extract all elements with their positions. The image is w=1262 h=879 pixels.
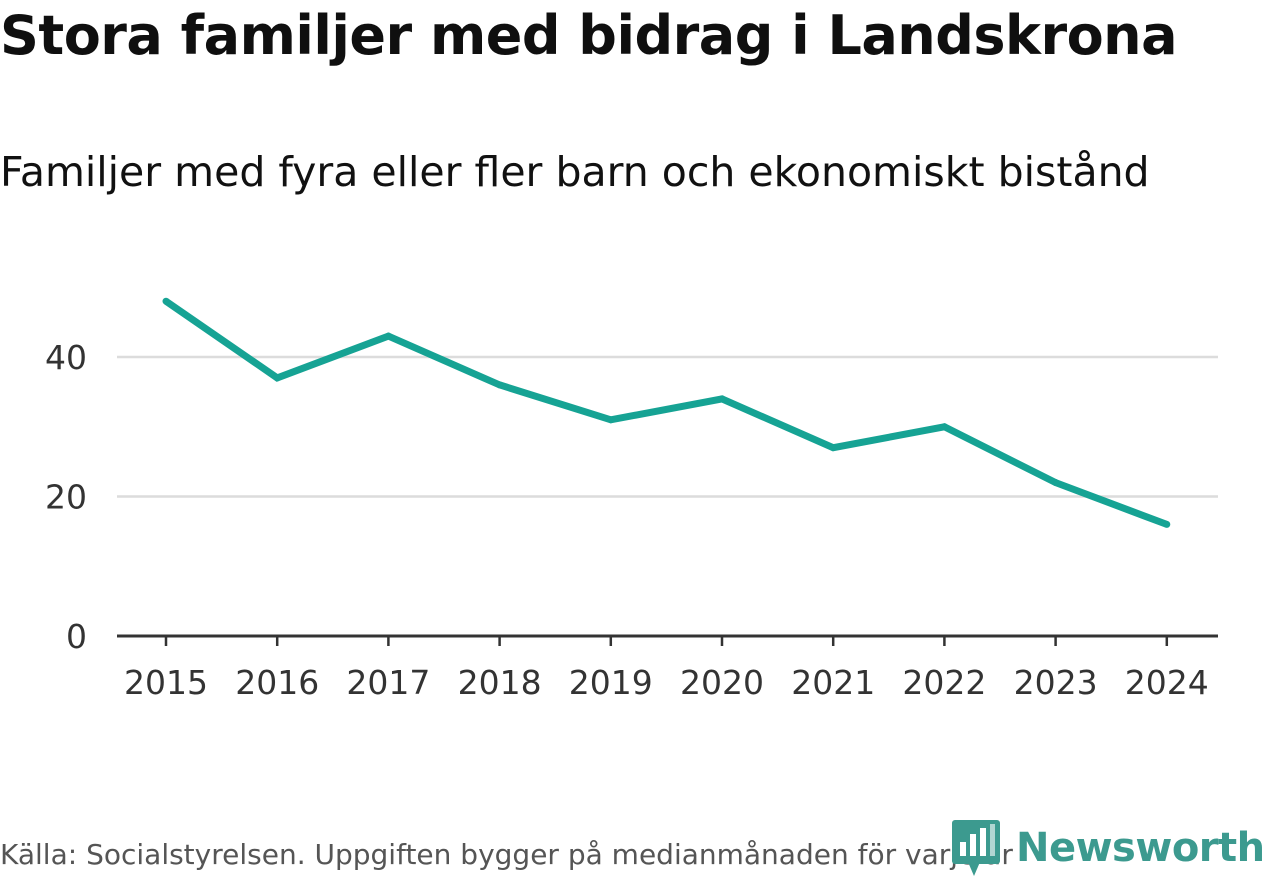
grid-layer xyxy=(117,355,1218,498)
data-point xyxy=(718,395,726,403)
x-tick-label: 2017 xyxy=(346,663,430,702)
x-tick-label: 2015 xyxy=(124,663,208,702)
chart-title: Stora familjer med bidrag i Landskrona xyxy=(0,4,1178,67)
x-tick-label: 2023 xyxy=(1014,663,1098,702)
data-point xyxy=(162,297,170,305)
axis-layer: 0 20 40 2015 2016 2017 2018 2019 2020 2021 2022 202… xyxy=(45,338,1218,702)
brand-logo: Newsworthy xyxy=(952,818,1262,878)
data-point xyxy=(273,374,281,382)
y-tick-label: 20 xyxy=(45,478,87,517)
data-point xyxy=(1052,479,1060,487)
series-layer xyxy=(162,297,1171,528)
x-tick-label: 2021 xyxy=(791,663,875,702)
data-point xyxy=(1163,520,1171,528)
x-tick-label: 2018 xyxy=(458,663,542,702)
chart-subtitle: Familjer med fyra eller fler barn och ek… xyxy=(0,148,1150,196)
y-tick-label: 40 xyxy=(45,338,87,377)
newsworthy-logo-icon xyxy=(952,820,1000,876)
series-line xyxy=(164,298,1169,528)
y-tick-label: 0 xyxy=(66,617,87,656)
x-tick-label: 2020 xyxy=(680,663,764,702)
x-tick-label: 2022 xyxy=(902,663,986,702)
source-note: Källa: Socialstyrelsen. Uppgiften bygger… xyxy=(0,838,1013,871)
data-point xyxy=(496,381,504,389)
x-tick-label: 2019 xyxy=(569,663,653,702)
data-point xyxy=(940,423,948,431)
x-tick-label: 2024 xyxy=(1125,663,1209,702)
x-tick-label: 2016 xyxy=(235,663,319,702)
data-point xyxy=(607,416,615,424)
data-point xyxy=(829,444,837,452)
brand-name: Newsworthy xyxy=(1016,825,1262,871)
data-point xyxy=(384,332,392,340)
